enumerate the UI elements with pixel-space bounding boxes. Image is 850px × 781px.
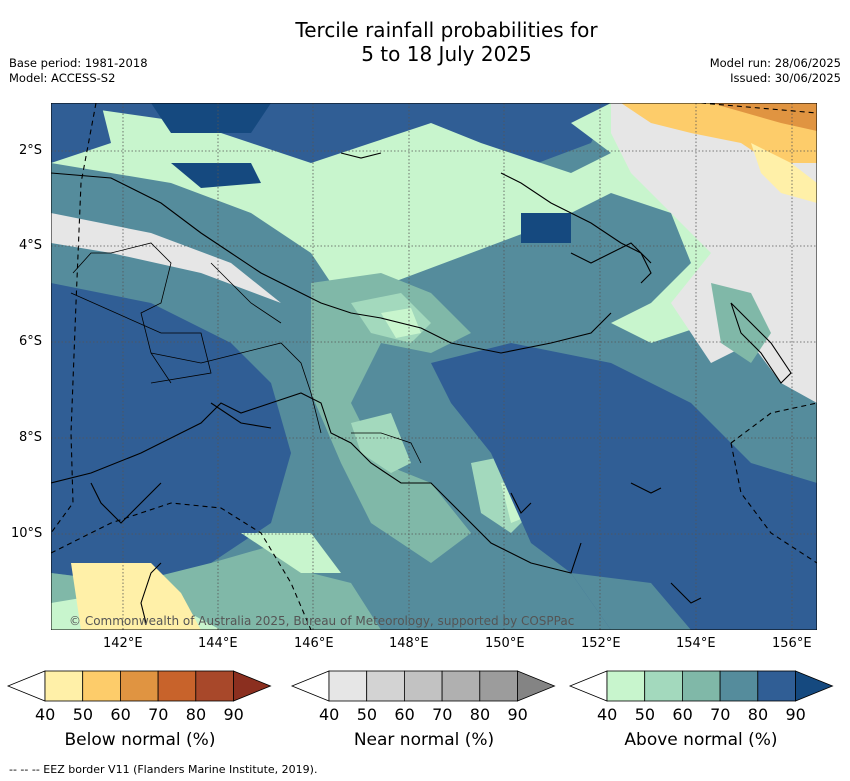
lon-label-152e: 152°E: [581, 636, 621, 651]
colorbar-tick-label: 40: [319, 705, 340, 724]
colorbar-cell: [44, 670, 84, 702]
colorbar-tick-label: 50: [356, 705, 378, 724]
legend-above-label: Above normal (%): [624, 730, 778, 750]
colorbar-cell: [757, 670, 796, 702]
colorbar-tick-label: 80: [185, 705, 207, 724]
colorbar-cell: [719, 670, 759, 702]
colorbar-near: [290, 670, 556, 702]
legend-below-label: Below normal (%): [64, 730, 216, 750]
colorbar-cell: [82, 670, 121, 702]
colorbar-above: [568, 670, 834, 702]
colorbar-cell: [644, 670, 683, 702]
colorbar-arrow-low: [290, 670, 330, 702]
colorbar-tick-label: 60: [394, 705, 415, 724]
title-line-1: Tercile rainfall probabilities for: [295, 18, 598, 42]
colorbar-cell: [328, 670, 368, 702]
probability-map: © Commonwealth of Australia 2025, Bureau…: [51, 103, 817, 630]
lon-label-146e: 146°E: [294, 636, 334, 651]
meta-left: Base period: 1981-2018 Model: ACCESS-S2: [9, 56, 148, 86]
colorbar-arrow-high: [517, 670, 556, 702]
colorbar-tick-label: 60: [110, 705, 131, 724]
graticule: [51, 103, 817, 630]
coastline: [51, 152, 792, 624]
lon-label-142e: 142°E: [103, 636, 143, 651]
colorbar-cell: [157, 670, 197, 702]
colorbar-arrow-high: [233, 670, 272, 702]
eez-footnote: -- -- -- EEZ border V11 (Flanders Marine…: [9, 763, 318, 776]
eez-borders: [51, 103, 817, 630]
chart-title: Tercile rainfall probabilities for 5 to …: [0, 18, 850, 66]
colorbar-tick-label: 80: [747, 705, 769, 724]
colorbar-cell: [441, 670, 481, 702]
colorbar-tick-label: 40: [35, 705, 56, 724]
lat-label-2s: 2°S: [19, 143, 43, 158]
colorbar-tick-label: 70: [148, 705, 169, 724]
lat-label-10s: 10°S: [11, 526, 43, 541]
lat-label-8s: 8°S: [19, 430, 43, 445]
colorbar-cell: [479, 670, 518, 702]
issued-date: Issued: 30/06/2025: [730, 71, 841, 85]
colorbar-tick-label: 70: [432, 705, 453, 724]
copyright-notice: © Commonwealth of Australia 2025, Bureau…: [69, 614, 574, 628]
model-name: Model: ACCESS-S2: [9, 71, 116, 85]
colorbar-below: [6, 670, 272, 702]
colorbar-cell: [195, 670, 234, 702]
colorbar-cell: [606, 670, 646, 702]
colorbar-cell: [120, 670, 159, 702]
lon-label-148e: 148°E: [389, 636, 429, 651]
colorbar-cell: [682, 670, 721, 702]
colorbar-arrow-high: [795, 670, 834, 702]
lat-label-4s: 4°S: [19, 238, 43, 253]
colorbar-tick-label: 80: [469, 705, 491, 724]
lat-label-6s: 6°S: [19, 334, 43, 349]
colorbar-arrow-low: [568, 670, 608, 702]
lon-label-156e: 156°E: [772, 636, 812, 651]
colorbar-tick-label: 90: [223, 705, 244, 724]
colorbars: [6, 670, 834, 702]
title-line-2: 5 to 18 July 2025: [361, 42, 532, 66]
colorbar-tick-label: 50: [72, 705, 94, 724]
probability-fill: [51, 103, 817, 630]
colorbar-cell: [403, 670, 443, 702]
colorbar-tick-label: 90: [507, 705, 528, 724]
model-run: Model run: 28/06/2025: [709, 56, 841, 70]
colorbar-tick-label: 70: [710, 705, 731, 724]
base-period: Base period: 1981-2018: [9, 56, 148, 70]
lon-label-154e: 154°E: [676, 636, 716, 651]
colorbar-tick-label: 40: [597, 705, 618, 724]
colorbar-tick-label: 90: [785, 705, 806, 724]
legend-near-label: Near normal (%): [353, 730, 495, 750]
lon-label-150e: 150°E: [485, 636, 525, 651]
colorbar-tick-label: 60: [672, 705, 693, 724]
admin-borders: [70, 242, 422, 464]
lon-label-144e: 144°E: [198, 636, 238, 651]
meta-right: Model run: 28/06/2025 Issued: 30/06/2025: [710, 56, 841, 86]
colorbar-tick-label: 50: [634, 705, 656, 724]
colorbar-cell: [366, 670, 405, 702]
colorbar-arrow-low: [6, 670, 46, 702]
